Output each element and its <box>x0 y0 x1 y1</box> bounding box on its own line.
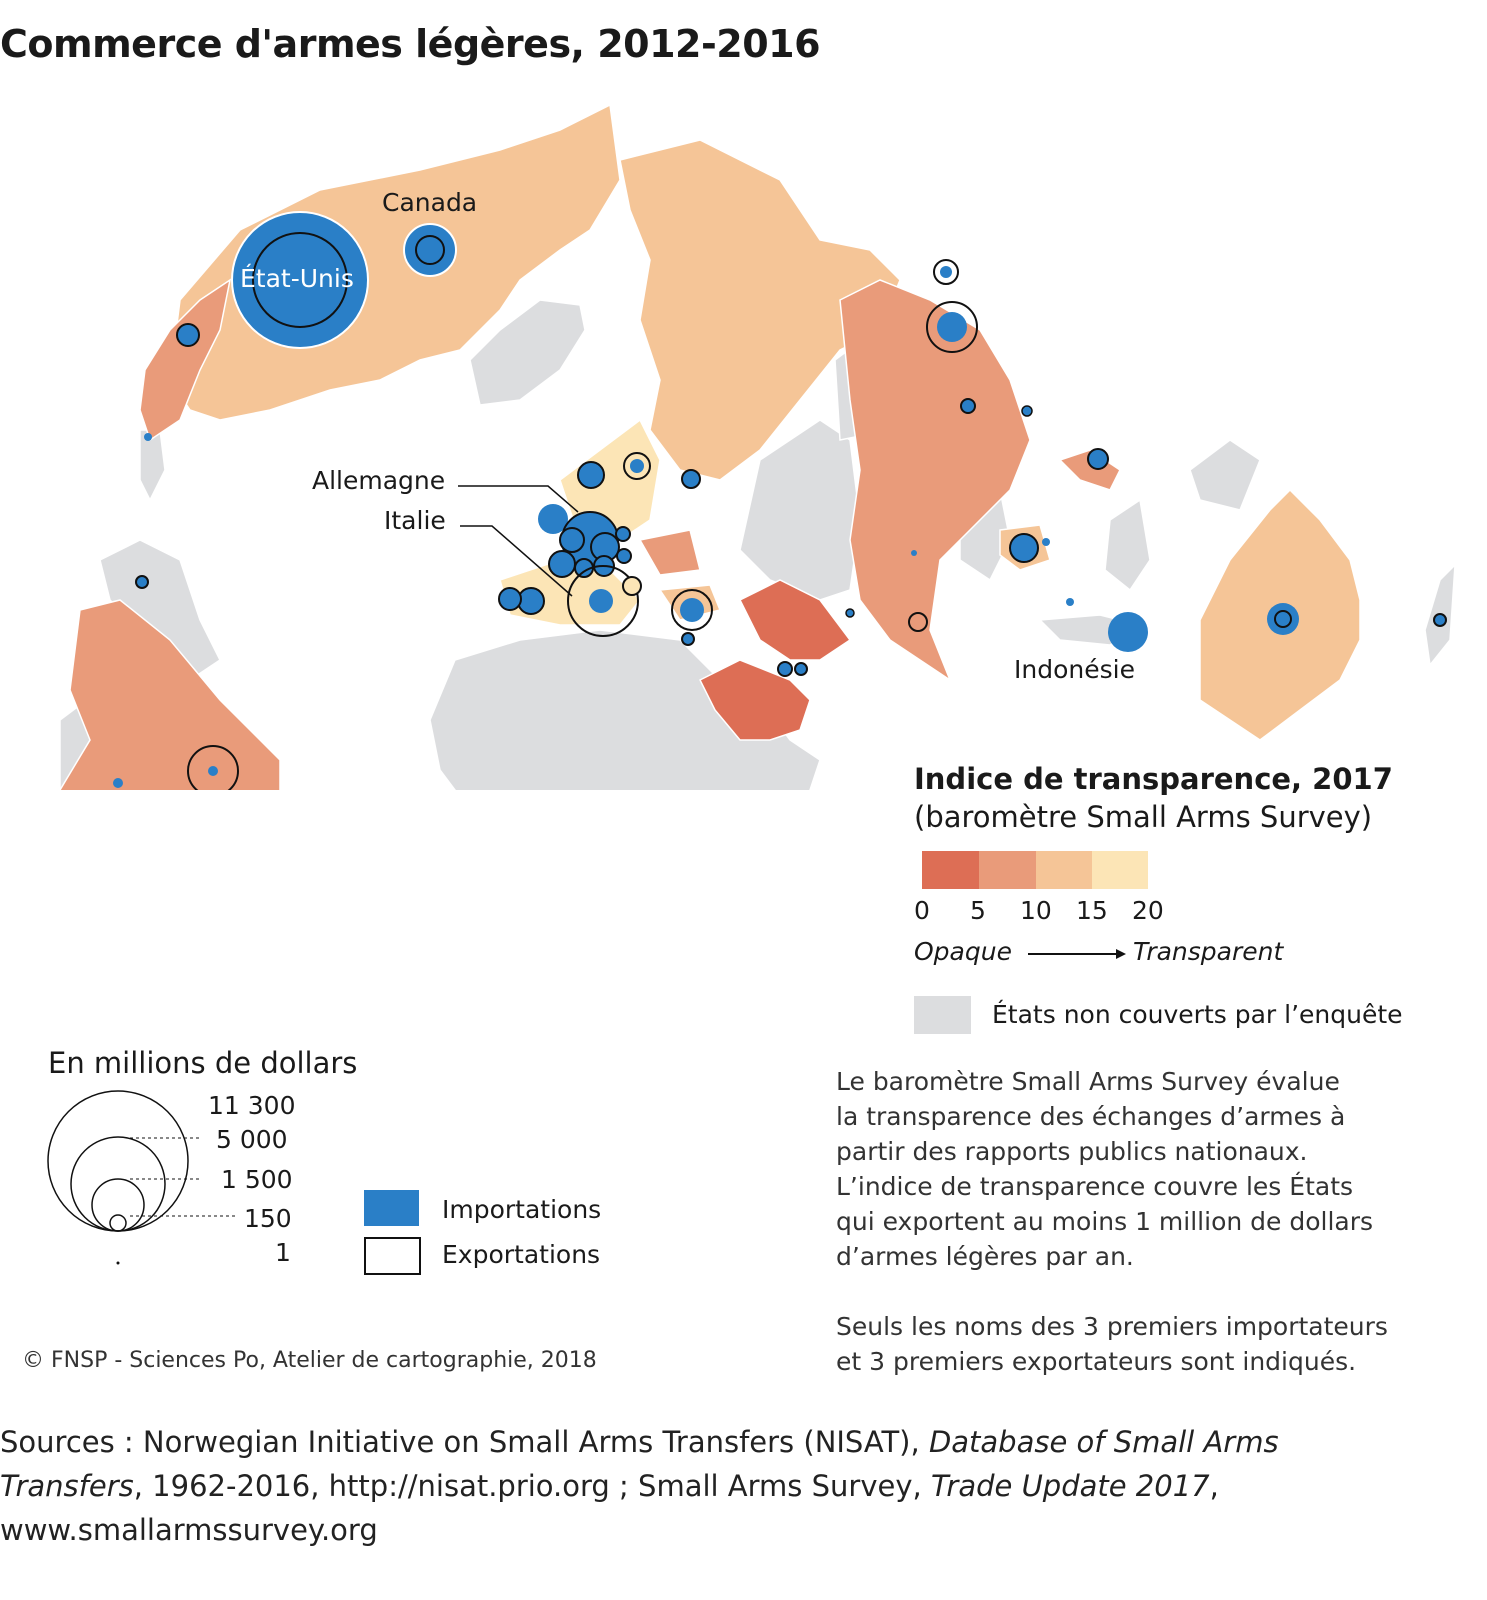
legend-tick: 20 <box>1132 896 1164 925</box>
legend-tick: 0 <box>914 896 930 925</box>
greenland <box>469 299 586 406</box>
transparency-legend-title: Indice de transparence, 2017 <box>914 762 1393 796</box>
germany-label: Allemagne <box>312 466 446 495</box>
note-line: d’armes légères par an. <box>836 1242 1134 1271</box>
size-value-1500: 1 500 <box>221 1165 293 1194</box>
size-circle-1 <box>116 1261 120 1265</box>
size-legend-title: En millions de dollars <box>48 1046 358 1080</box>
note-line: la transparence des échanges d’armes à <box>836 1102 1346 1131</box>
transparent-label: Transparent <box>1133 937 1284 966</box>
russia <box>619 139 901 481</box>
usa-label: État-Unis <box>240 264 354 293</box>
methodology-note: Le baromètre Small Arms Survey évalue la… <box>836 1064 1373 1274</box>
canada-import-bubble <box>403 223 457 277</box>
note-line: qui exportent au moins 1 million de doll… <box>836 1207 1374 1236</box>
opaque-label: Opaque <box>914 937 1012 966</box>
philippines <box>1104 498 1151 592</box>
copyright: © FNSP - Sciences Po, Atelier de cartogr… <box>22 1348 597 1373</box>
page-title: Commerce d'armes légères, 2012-2016 <box>0 22 821 66</box>
italy-export-bubble <box>567 565 639 637</box>
legend-swatch-5-10 <box>979 851 1036 889</box>
usa-import-bubble <box>231 211 369 349</box>
south-america <box>58 599 281 790</box>
italy-leader-line <box>460 525 573 597</box>
iran-region <box>738 579 852 661</box>
legend-swatch-not-covered <box>914 996 971 1034</box>
bubble <box>933 259 959 285</box>
note-line: Le baromètre Small Arms Survey évalue <box>836 1067 1340 1096</box>
west-coast-americas <box>139 278 232 442</box>
not-covered-label: États non couverts par l’enquête <box>992 1000 1403 1029</box>
pacific-islands <box>1189 439 1261 511</box>
size-circle-150 <box>109 1214 127 1232</box>
legend-tick: 10 <box>1020 896 1052 925</box>
exports-swatch <box>364 1237 421 1275</box>
note-line: et 3 premiers exportateurs sont indiqués… <box>836 1347 1357 1376</box>
imports-swatch <box>364 1190 419 1226</box>
size-legend-circles <box>47 1090 235 1265</box>
legend-tick: 5 <box>970 896 986 925</box>
world-map <box>58 103 1456 790</box>
bubble <box>1009 533 1039 563</box>
bubble <box>1087 448 1109 470</box>
indonesia-label: Indonésie <box>1014 655 1135 684</box>
size-circle-1500 <box>91 1178 145 1232</box>
legend-swatch-10-15 <box>1036 851 1092 889</box>
size-value-5000: 5 000 <box>216 1125 288 1154</box>
ukraine <box>638 529 701 576</box>
china <box>839 279 1031 682</box>
size-value-150: 150 <box>244 1204 292 1233</box>
note-line: Seuls les noms des 3 premiers importateu… <box>836 1312 1388 1341</box>
transparency-legend-subtitle: (baromètre Small Arms Survey) <box>914 800 1373 834</box>
central-asia <box>739 419 861 601</box>
africa <box>429 629 821 790</box>
legend-swatch-15-20 <box>1092 851 1148 889</box>
naming-note: Seuls les noms des 3 premiers importateu… <box>836 1309 1388 1379</box>
size-circle-11300 <box>47 1090 189 1232</box>
bubble <box>940 266 952 278</box>
saudi-arabia <box>698 659 811 741</box>
sources: Sources : Norwegian Initiative on Small … <box>0 1425 1279 1547</box>
caribbean-strip <box>139 429 166 502</box>
arrow-right-icon <box>1028 949 1126 959</box>
exports-label: Exportations <box>442 1240 601 1269</box>
imports-label: Importations <box>442 1195 602 1224</box>
size-value-1: 1 <box>275 1238 291 1267</box>
usa-export-bubble <box>252 232 348 328</box>
bubble <box>937 312 967 342</box>
indonesia-import-bubble <box>1108 612 1148 652</box>
germany-leader-line <box>458 485 579 513</box>
size-circle-5000 <box>70 1136 166 1232</box>
legend-swatch-0-5 <box>922 851 979 889</box>
bubble <box>960 398 976 414</box>
note-line: partir des rapports publics nationaux. <box>836 1137 1308 1166</box>
canada-export-bubble <box>415 235 445 265</box>
bubble <box>926 301 978 353</box>
note-line: L’indice de transparence couvre les État… <box>836 1172 1354 1201</box>
canada-label: Canada <box>382 188 478 217</box>
italy-label: Italie <box>384 506 446 535</box>
legend-tick: 15 <box>1076 896 1108 925</box>
bubble <box>176 323 200 347</box>
size-value-11300: 11 300 <box>208 1091 296 1120</box>
